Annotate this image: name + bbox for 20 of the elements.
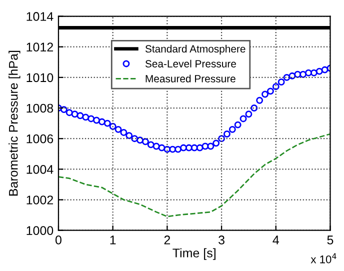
x-tick-label: 2	[164, 236, 170, 244]
y-tick-label: 1012	[26, 42, 53, 52]
y-tick-label: 1014	[26, 12, 54, 21]
x-tick-label: 3	[218, 236, 224, 244]
y-tick-label: 1002	[26, 196, 53, 204]
legend-label: Measured Pressure	[146, 74, 236, 82]
y-axis-title: Barometric Pressure [hPa]	[8, 50, 20, 196]
legend-label: Sea-Level Pressure	[145, 60, 236, 68]
x-tick-label: 0	[55, 236, 62, 244]
text: x 10$^{4}$	[310, 253, 336, 264]
x-axis-title: Time [s]	[172, 248, 216, 260]
x-tick-label: 1	[110, 236, 116, 244]
y-tick-label: 1004	[26, 164, 54, 174]
y-tick-label: 1008	[26, 104, 54, 113]
x-tick-label: 4	[272, 236, 279, 244]
legend-label: Standard Atmosphere	[145, 44, 246, 55]
x-tick-label: 5	[327, 236, 334, 244]
y-tick-label: 1010	[26, 73, 54, 82]
y-tick-label: 1006	[26, 134, 54, 144]
y-tick-label: 1000	[26, 226, 54, 235]
